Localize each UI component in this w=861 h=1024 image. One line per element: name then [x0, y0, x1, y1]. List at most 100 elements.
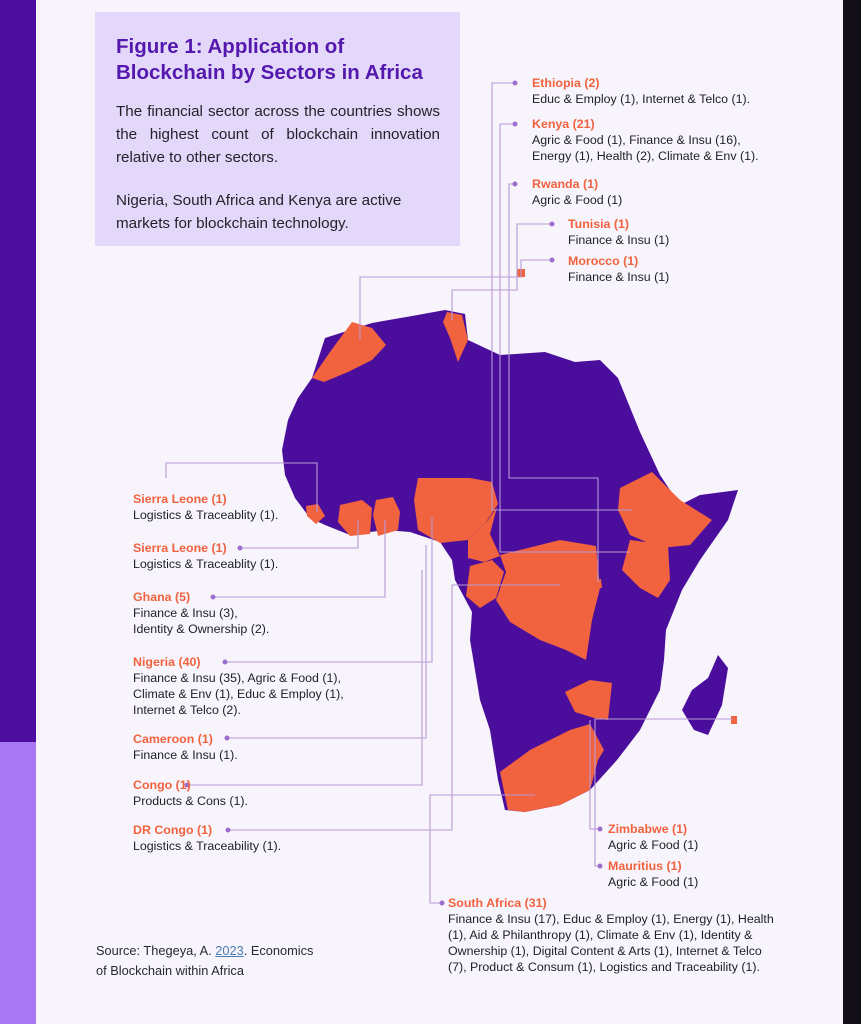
label-congo-name: Congo (1) — [133, 778, 191, 792]
source-line2: of Blockchain within Africa — [96, 963, 244, 978]
leader-line-congo — [187, 570, 423, 786]
country-cameroon — [468, 507, 500, 562]
country-ethiopia — [618, 472, 712, 548]
label-mauritius-name: Mauritius (1) — [608, 859, 682, 873]
leader-line-nigeria — [225, 518, 433, 663]
source-prefix: Source: Thegeya, A. — [96, 943, 216, 958]
leader-line-zimbabwe — [589, 720, 600, 830]
country-congo — [466, 560, 504, 608]
accent-bar-bottom — [0, 742, 36, 1024]
leader-dot-mauritius — [597, 863, 603, 869]
country-tunisia — [443, 312, 468, 362]
label-morocco: Morocco (1) Finance & Insu (1) — [568, 253, 669, 285]
figure-title: Figure 1: Application of Blockchain by S… — [116, 34, 440, 86]
leader-line-ghana — [213, 520, 386, 598]
label-sierra-leone-1-name: Sierra Leone (1) — [133, 492, 227, 506]
source-citation: Source: Thegeya, A. 2023. Economics of B… — [96, 941, 346, 981]
madagascar-island — [682, 655, 728, 735]
label-dr-congo-detail: Logistics & Traceability (1). — [133, 839, 282, 853]
label-nigeria-detail-1: Finance & Insu (35), Agric & Food (1), — [133, 671, 341, 685]
label-ethiopia: Ethiopia (2) Educ & Employ (1), Internet… — [532, 75, 750, 107]
intro-paragraph-2: Nigeria, South Africa and Kenya are acti… — [116, 192, 402, 232]
country-sierra-leone — [306, 504, 325, 524]
label-rwanda-name: Rwanda (1) — [532, 177, 599, 191]
label-nigeria-name: Nigeria (40) — [133, 655, 201, 669]
leader-dot-congo — [184, 782, 190, 788]
leader-line-ethiopia — [491, 82, 632, 511]
leader-dot-rwanda — [512, 181, 518, 187]
label-ethiopia-detail: Educ & Employ (1), Internet & Telco (1). — [532, 92, 751, 106]
label-morocco-detail: Finance & Insu (1) — [568, 270, 670, 284]
label-cameroon-name: Cameroon (1) — [133, 732, 213, 746]
label-kenya-detail-2: Energy (1), Health (2), Climate & Env (1… — [532, 149, 759, 163]
leader-line-tunisia — [451, 223, 552, 320]
intro-box: Figure 1: Application of Blockchain by S… — [95, 12, 460, 246]
leader-line-kenya — [499, 123, 630, 553]
leader-lines — [165, 82, 733, 904]
label-zimbabwe: Zimbabwe (1) Agric & Food (1) — [608, 821, 698, 853]
accent-bar-top — [0, 0, 36, 742]
figure-title-line2: Blockchain by Sectors in Africa — [116, 61, 423, 84]
country-morocco — [312, 322, 386, 382]
page-edge — [843, 0, 861, 1024]
country-ghana — [373, 497, 400, 536]
label-morocco-name: Morocco (1) — [568, 254, 639, 268]
country-nigeria — [414, 478, 498, 543]
label-dr-congo: DR Congo (1) Logistics & Traceability (1… — [133, 822, 281, 854]
figure-title-line1: Figure 1: Application of — [116, 35, 345, 58]
label-congo: Congo (1) Products & Cons (1). — [133, 777, 248, 809]
country-dr-congo — [496, 540, 600, 660]
label-south-africa: South Africa (31) Finance & Insu (17), E… — [448, 895, 774, 975]
highlighted-countries — [306, 269, 737, 812]
source-year-link[interactable]: 2023 — [215, 943, 244, 958]
africa-map — [165, 80, 738, 906]
country-south-africa — [500, 724, 604, 812]
leader-dot-zimbabwe — [597, 826, 603, 832]
label-nigeria-detail-3: Internet & Telco (2). — [133, 703, 241, 717]
country-rwanda — [594, 579, 602, 588]
leader-line-south-africa — [429, 794, 535, 904]
label-ghana-name: Ghana (5) — [133, 590, 191, 604]
label-tunisia: Tunisia (1) Finance & Insu (1) — [568, 216, 669, 248]
leader-dot-kenya — [512, 121, 518, 127]
leader-line-sierra-leone-1 — [165, 462, 318, 512]
label-ghana-detail-2: Identity & Ownership (2). — [133, 622, 270, 636]
leader-dot-cameroon — [224, 735, 230, 741]
label-kenya-name: Kenya (21) — [532, 117, 595, 131]
label-cameroon-detail: Finance & Insu (1). — [133, 748, 238, 762]
leader-dot-sierra-leone-2 — [237, 545, 243, 551]
label-sierra-leone-2: Sierra Leone (1) Logistics & Traceablity… — [133, 540, 278, 572]
label-south-africa-detail-2: (1), Aid & Philanthropy (1), Climate & E… — [448, 928, 753, 942]
label-kenya: Kenya (21) Agric & Food (1), Finance & I… — [532, 116, 759, 164]
leader-dot-south-africa — [439, 900, 445, 906]
label-south-africa-name: South Africa (31) — [448, 896, 547, 910]
label-rwanda-detail: Agric & Food (1) — [532, 193, 623, 207]
label-ethiopia-name: Ethiopia (2) — [532, 76, 600, 90]
leader-line-morocco — [359, 259, 552, 340]
leader-line-cameroon — [227, 545, 427, 739]
label-rwanda: Rwanda (1) Agric & Food (1) — [532, 176, 622, 208]
leader-dot-nigeria — [222, 659, 228, 665]
label-south-africa-detail-1: Finance & Insu (17), Educ & Employ (1), … — [448, 912, 774, 926]
label-zimbabwe-detail: Agric & Food (1) — [608, 838, 699, 852]
source-suffix: . Economics — [243, 943, 314, 958]
leader-line-rwanda — [508, 183, 599, 582]
label-sierra-leone-1: Sierra Leone (1) Logistics & Traceablity… — [133, 491, 278, 523]
label-nigeria: Nigeria (40) Finance & Insu (35), Agric … — [133, 654, 344, 718]
label-sierra-leone-1-detail: Logistics & Traceablity (1). — [133, 508, 279, 522]
label-ghana-detail-1: Finance & Insu (3), — [133, 606, 238, 620]
country-mauritius — [731, 716, 737, 724]
label-zimbabwe-name: Zimbabwe (1) — [608, 822, 688, 836]
label-mauritius: Mauritius (1) Agric & Food (1) — [608, 858, 698, 890]
label-sierra-leone-2-detail: Logistics & Traceablity (1). — [133, 557, 279, 571]
label-mauritius-detail: Agric & Food (1) — [608, 875, 699, 889]
leader-line-sierra-leone-2 — [240, 520, 359, 549]
label-tunisia-detail: Finance & Insu (1) — [568, 233, 670, 247]
label-south-africa-detail-3: Ownership (1), Digital Content & Arts (1… — [448, 944, 762, 958]
label-tunisia-name: Tunisia (1) — [568, 217, 630, 231]
leader-dot-ethiopia — [512, 80, 518, 86]
leader-dot-tunisia — [549, 221, 555, 227]
leader-dot-morocco — [549, 257, 555, 263]
country-liberia-region — [338, 500, 372, 536]
label-dr-congo-name: DR Congo (1) — [133, 823, 213, 837]
